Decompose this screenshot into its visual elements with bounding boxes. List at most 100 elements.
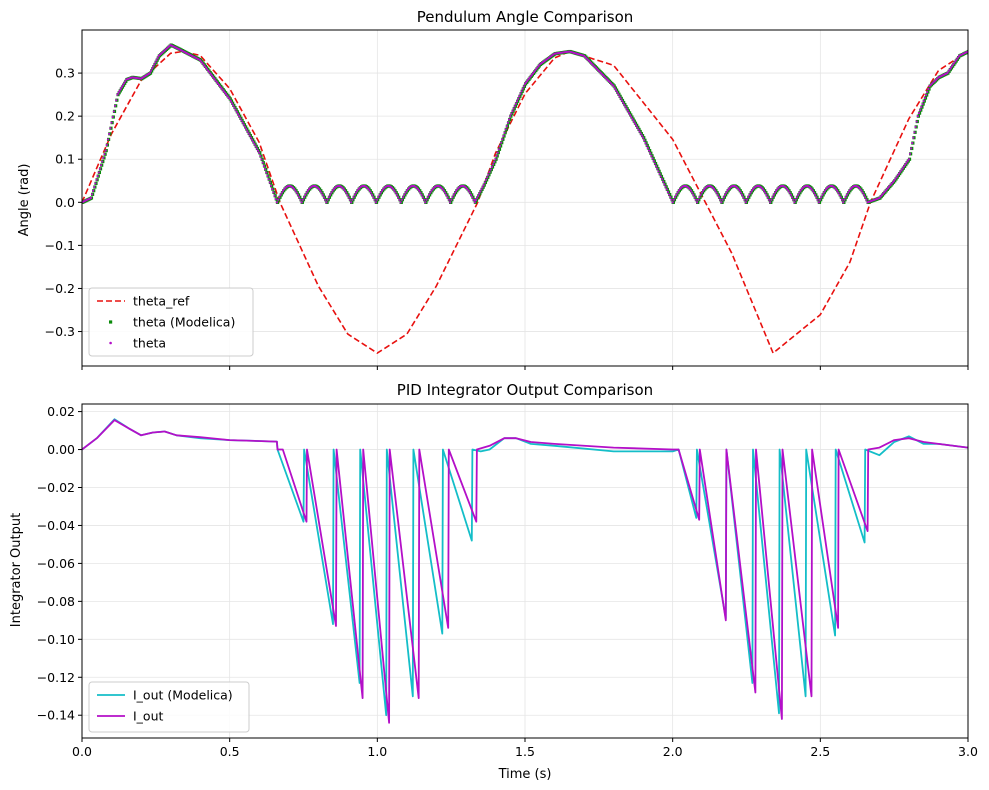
data-point <box>113 104 117 107</box>
data-point <box>660 177 664 181</box>
data-point <box>90 193 94 196</box>
data-point <box>814 193 817 196</box>
data-point <box>122 82 126 85</box>
data-point <box>766 196 769 199</box>
data-point <box>429 191 432 194</box>
data-point <box>352 196 355 199</box>
data-point <box>920 106 923 109</box>
data-point <box>342 187 345 191</box>
data-point <box>489 168 492 171</box>
data-point <box>744 201 747 204</box>
data-point <box>509 115 512 118</box>
data-point <box>643 139 646 142</box>
data-point <box>691 191 694 194</box>
data-point <box>737 187 740 191</box>
data-point <box>719 198 722 201</box>
data-point <box>762 189 766 192</box>
data-point <box>110 121 113 124</box>
angle-axes-frame <box>81 29 969 367</box>
data-point <box>891 181 895 184</box>
data-point <box>486 176 489 179</box>
integrator-comparison-axes: PID Integrator Output Comparison Integra… <box>9 381 978 782</box>
data-point <box>124 80 127 83</box>
data-point <box>210 74 214 77</box>
data-point <box>148 71 152 75</box>
data-point <box>266 174 269 177</box>
data-point <box>630 115 633 119</box>
y-tick-label: −0.02 <box>37 480 75 495</box>
data-point <box>246 130 249 133</box>
data-point <box>293 187 296 191</box>
data-point <box>215 80 218 83</box>
data-point <box>820 196 823 199</box>
data-point <box>268 181 271 184</box>
data-point <box>303 196 306 199</box>
data-point <box>665 188 668 191</box>
data-point <box>694 198 697 201</box>
data-point <box>721 198 724 201</box>
data-point <box>638 130 641 133</box>
data-point <box>623 103 626 106</box>
data-point <box>232 104 235 107</box>
y-tick-label: −0.1 <box>45 238 75 253</box>
data-point <box>922 99 925 103</box>
data-point <box>116 93 119 96</box>
data-point <box>199 59 202 62</box>
y-tick-label: −0.04 <box>37 518 75 533</box>
data-point <box>529 75 532 78</box>
data-point <box>208 71 211 74</box>
data-point <box>715 191 718 194</box>
data-point <box>645 144 648 147</box>
data-point <box>842 201 845 204</box>
data-point <box>354 191 358 194</box>
data-point <box>526 79 529 82</box>
data-point <box>716 193 719 196</box>
y-tick-label: 0.00 <box>47 442 75 457</box>
data-point <box>498 144 502 148</box>
data-point <box>534 69 537 72</box>
legend-item-i-out-modelica: I_out (Modelica) <box>97 688 233 703</box>
data-point <box>466 187 469 191</box>
series-i-out <box>82 419 968 724</box>
data-point <box>839 196 842 199</box>
data-point <box>369 191 373 194</box>
data-point <box>426 196 429 199</box>
data-point <box>617 93 620 96</box>
data-point <box>501 138 504 141</box>
data-point <box>507 118 511 121</box>
data-point <box>504 128 507 131</box>
data-point <box>815 196 818 199</box>
data-point <box>217 83 221 87</box>
data-point <box>375 198 379 201</box>
data-point <box>720 201 723 204</box>
data-point <box>637 128 640 131</box>
data-point <box>650 154 653 157</box>
data-point <box>633 122 636 125</box>
data-point <box>394 191 397 194</box>
data-point <box>518 95 521 98</box>
data-point <box>99 164 103 167</box>
data-point <box>864 196 867 199</box>
data-point <box>878 196 881 200</box>
data-point <box>900 168 903 172</box>
data-point <box>395 193 398 196</box>
data-point <box>325 201 328 204</box>
data-point <box>490 165 494 169</box>
data-point <box>97 171 100 174</box>
data-point <box>487 173 490 176</box>
data-point <box>305 191 308 194</box>
data-point <box>880 194 883 197</box>
data-point <box>636 126 639 129</box>
data-point <box>915 120 918 123</box>
data-point <box>510 112 513 115</box>
data-point <box>468 191 471 194</box>
data-point <box>234 108 237 111</box>
data-point <box>949 66 952 70</box>
data-point <box>93 185 96 189</box>
data-point <box>629 113 632 117</box>
integrator-axes-frame <box>81 403 969 739</box>
data-point <box>798 191 801 194</box>
legend-box <box>88 681 250 733</box>
data-point <box>206 68 209 71</box>
